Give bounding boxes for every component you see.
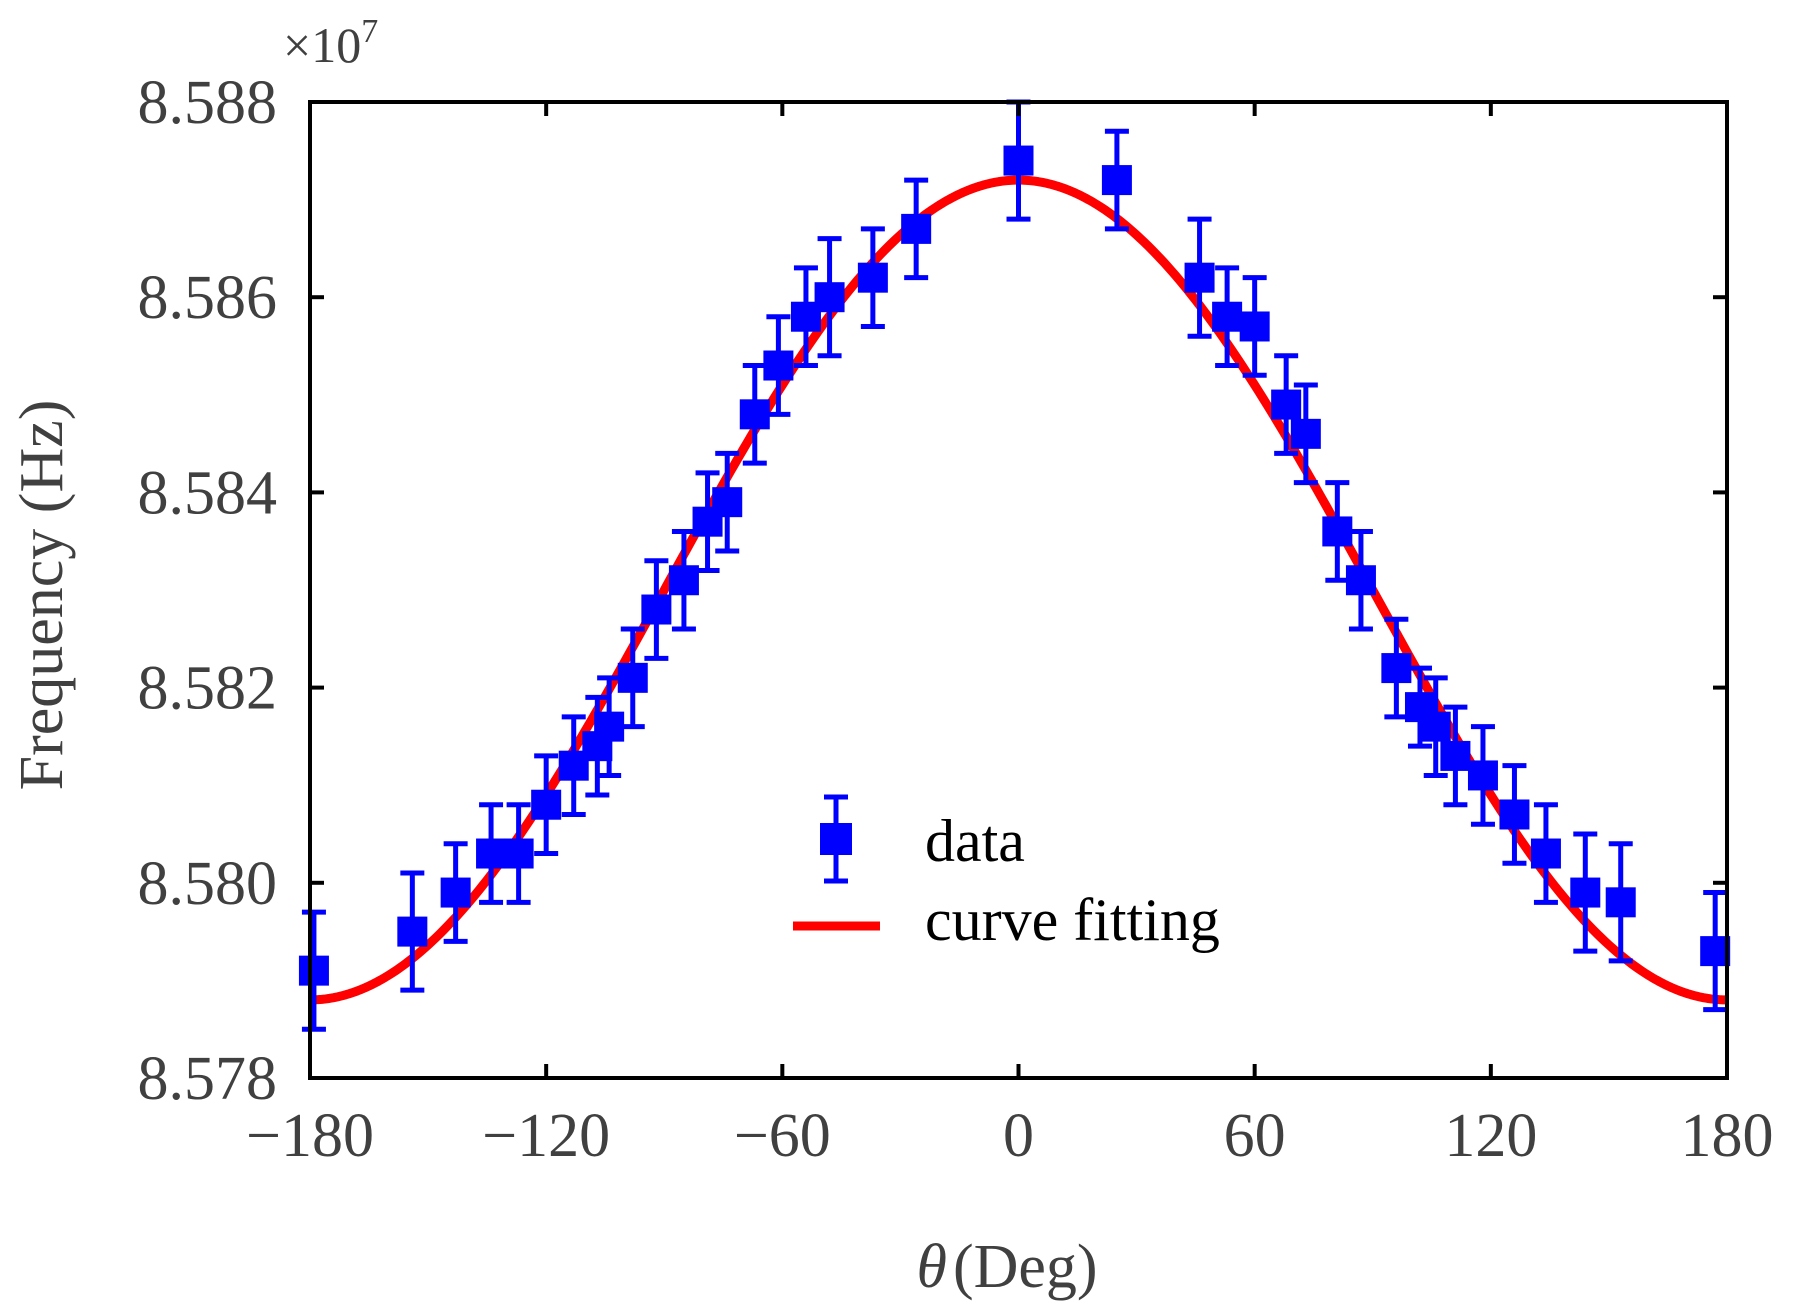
data-marker — [1239, 311, 1270, 342]
data-marker — [1420, 711, 1451, 742]
data-point — [1271, 353, 1302, 456]
data-point — [1605, 841, 1636, 964]
data-marker — [712, 487, 743, 518]
data-point — [1003, 99, 1034, 222]
x-tick-label: −180 — [246, 1102, 374, 1170]
data-marker — [594, 711, 625, 742]
data-marker — [814, 282, 845, 313]
data-point — [1239, 275, 1270, 378]
y-tick-label: 8.588 — [138, 69, 278, 137]
plot-area — [310, 102, 1727, 1078]
x-axis-label: θ(Deg) — [916, 1233, 1097, 1301]
data-marker — [1184, 262, 1215, 293]
data-marker — [901, 213, 932, 244]
data-point — [1570, 831, 1601, 954]
data-point — [476, 802, 507, 905]
plot-background — [310, 102, 1727, 1078]
data-point — [1381, 616, 1412, 720]
data-marker — [1271, 389, 1302, 420]
data-marker — [1345, 565, 1376, 596]
data-point — [1212, 265, 1243, 369]
data-marker — [668, 565, 699, 596]
data-marker — [1499, 799, 1530, 830]
data-marker — [617, 662, 648, 693]
legend: data curve fitting — [793, 794, 1220, 953]
data-point — [531, 753, 562, 857]
data-point — [1322, 480, 1353, 583]
data-marker — [503, 838, 534, 869]
data-marker — [1290, 418, 1321, 449]
data-point — [1345, 528, 1376, 632]
data-point — [857, 226, 888, 329]
data-marker — [763, 350, 794, 381]
y-tick-label: 8.580 — [138, 850, 278, 918]
x-tick-label: 60 — [1224, 1102, 1286, 1170]
data-marker — [641, 594, 672, 625]
y-axis-label: Frequency (Hz) — [8, 400, 76, 791]
data-point — [712, 450, 743, 554]
data-point — [503, 802, 534, 905]
data-point — [440, 841, 471, 944]
data-marker — [298, 955, 329, 986]
legend-label-curve-fitting: curve fitting — [925, 887, 1220, 953]
data-point — [790, 265, 821, 369]
data-point — [668, 528, 699, 632]
data-point — [814, 236, 845, 359]
data-marker — [397, 916, 428, 947]
data-point — [1290, 382, 1321, 486]
data-point — [594, 675, 625, 778]
data-marker — [476, 838, 507, 869]
data-point — [641, 558, 672, 661]
data-series — [298, 99, 1731, 1032]
x-tick-label: −60 — [734, 1102, 831, 1170]
data-marker — [1003, 145, 1034, 176]
data-point — [1420, 675, 1451, 778]
data-point — [397, 870, 428, 993]
data-point — [617, 626, 648, 730]
data-point — [901, 177, 932, 281]
x-tick-label: 0 — [1003, 1102, 1034, 1170]
y-tick-label: 8.586 — [138, 264, 278, 332]
data-marker — [531, 789, 562, 820]
legend-square-marker — [820, 823, 852, 855]
data-marker — [1440, 740, 1471, 771]
data-marker — [1322, 516, 1353, 547]
data-marker — [1101, 165, 1132, 196]
data-point — [739, 363, 770, 466]
x-axis-ticks: −180 −120 −60 0 60 120 180 — [246, 102, 1774, 1170]
y-tick-label: 8.582 — [138, 655, 278, 723]
data-point — [1184, 216, 1215, 339]
data-marker — [739, 399, 770, 430]
x-tick-label: −120 — [482, 1102, 610, 1170]
data-marker — [1212, 301, 1243, 332]
x-tick-label: 120 — [1444, 1102, 1537, 1170]
data-marker — [1605, 887, 1636, 918]
data-point — [1499, 763, 1530, 866]
data-point — [1101, 128, 1132, 232]
data-point — [763, 314, 794, 417]
legend-label-data: data — [925, 808, 1025, 874]
data-marker — [440, 877, 471, 908]
data-marker — [857, 262, 888, 293]
data-point — [298, 909, 329, 1032]
data-marker — [1570, 877, 1601, 908]
x-tick-label: 180 — [1681, 1102, 1774, 1170]
y-axis-multiplier: ×107 — [283, 13, 378, 73]
data-marker — [1381, 653, 1412, 684]
y-axis-ticks: 8.578 8.580 8.582 8.584 8.586 8.588 — [138, 69, 1727, 1113]
data-point — [1467, 724, 1498, 827]
legend-data-marker — [820, 794, 852, 884]
data-marker — [1467, 760, 1498, 791]
data-point — [1530, 802, 1561, 905]
data-marker — [1530, 838, 1561, 869]
y-tick-label: 8.584 — [138, 459, 278, 527]
y-tick-label: 8.578 — [138, 1045, 278, 1113]
data-point — [1440, 704, 1471, 808]
